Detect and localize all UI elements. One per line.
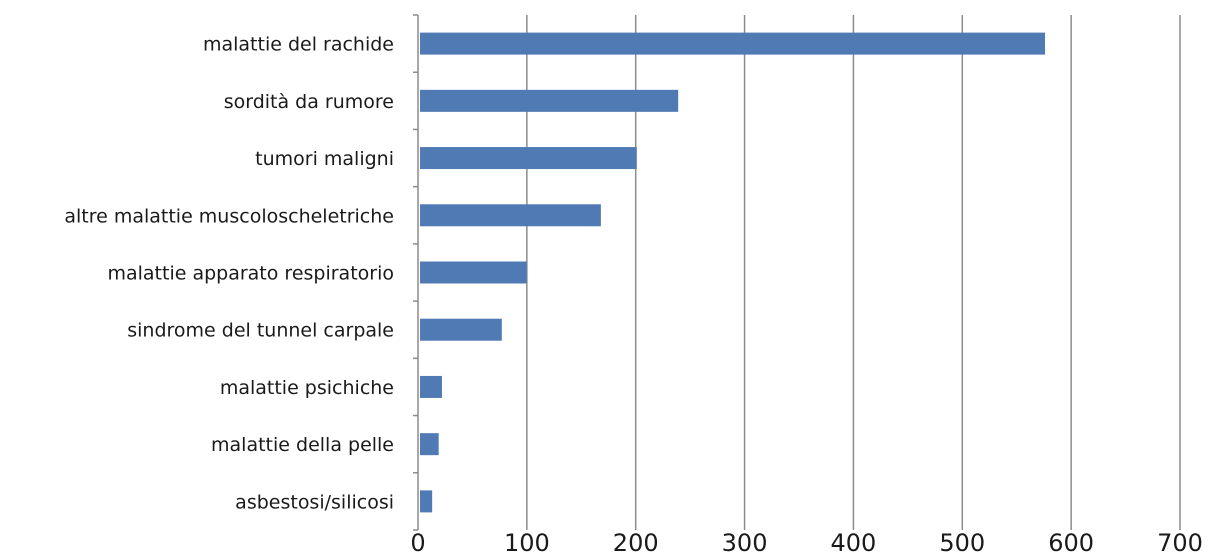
value-tick-labels: 0 100 200 300 400 500 600 700 xyxy=(410,529,1203,556)
category-label: altre malattie muscoloscheletriche xyxy=(64,205,394,227)
x-tick-label: 300 xyxy=(722,529,768,556)
category-labels: malattie del rachide sordità da rumore tum… xyxy=(64,34,394,514)
x-tick-label: 200 xyxy=(613,529,659,556)
bar xyxy=(420,204,601,227)
x-tick-label: 100 xyxy=(504,529,550,556)
bar xyxy=(420,318,502,341)
category-label: malattie apparato respiratorio xyxy=(107,263,394,285)
bar xyxy=(420,32,1046,55)
category-axis xyxy=(413,14,419,531)
bar xyxy=(420,433,439,456)
x-tick-label: 400 xyxy=(831,529,877,556)
category-label: tumori maligni xyxy=(255,148,394,170)
bar xyxy=(420,261,527,284)
category-label: malattie psichiche xyxy=(220,377,394,399)
bar xyxy=(420,490,433,513)
category-label: malattie della pelle xyxy=(211,434,394,456)
category-label: asbestosi/silicosi xyxy=(235,491,394,513)
bars xyxy=(420,32,1046,513)
category-label: malattie del rachide xyxy=(203,34,394,56)
category-label: sordità da rumore xyxy=(224,91,394,113)
bar xyxy=(420,89,679,112)
bar xyxy=(420,375,442,398)
x-tick-label: 500 xyxy=(939,529,985,556)
x-tick-label: 0 xyxy=(410,529,425,556)
bar xyxy=(420,147,637,170)
category-label: sindrome del tunnel carpale xyxy=(127,320,394,342)
x-tick-label: 700 xyxy=(1157,529,1203,556)
x-tick-label: 600 xyxy=(1048,529,1094,556)
